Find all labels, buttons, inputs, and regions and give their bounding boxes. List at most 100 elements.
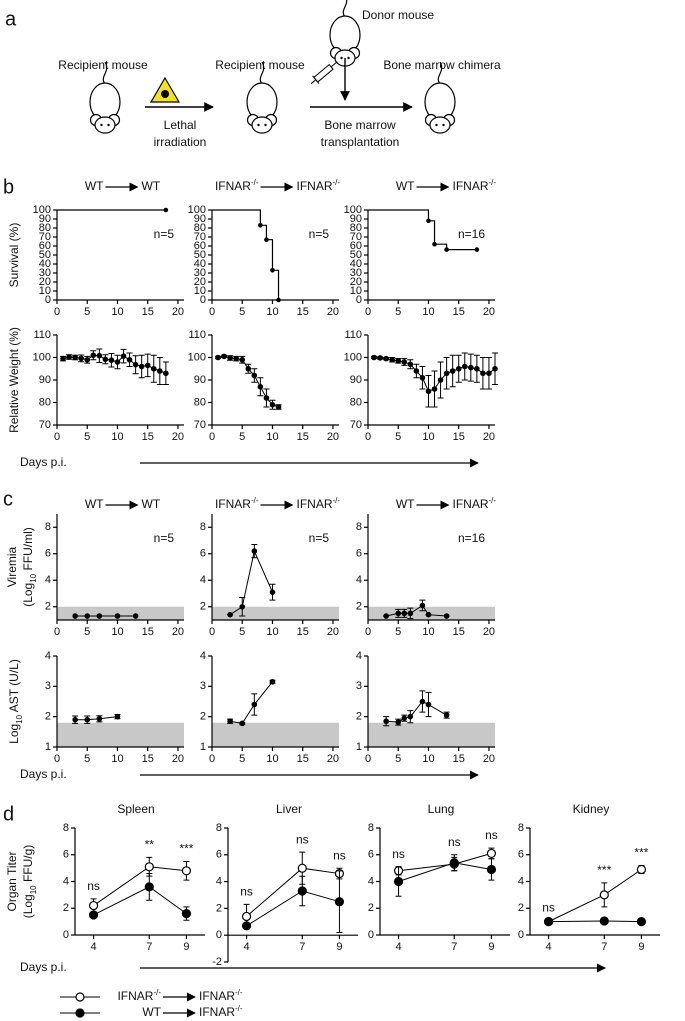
- y-tick-label: 110: [188, 329, 206, 341]
- point: [486, 370, 492, 377]
- point: [258, 223, 263, 228]
- subscript: 10: [29, 573, 38, 582]
- y-tick-label: 2: [356, 601, 362, 613]
- x-tick-label: 5: [239, 431, 245, 443]
- point: [264, 237, 269, 242]
- x-tick-label: 5: [395, 753, 401, 765]
- x-tick-label: 20: [172, 753, 184, 765]
- x-axis-label: Days p.i.: [20, 455, 67, 469]
- point: [455, 365, 462, 372]
- text-part: FFU/g): [21, 845, 35, 886]
- y-tick-label: 1: [45, 741, 51, 753]
- y-tick-label: 0: [216, 929, 222, 941]
- syringe-icon: [310, 61, 338, 84]
- x-tick-label: 9: [638, 941, 644, 953]
- point: [78, 355, 84, 362]
- data-line: [386, 700, 447, 723]
- y-tick-label: 110: [33, 329, 51, 341]
- significance-label: ns: [448, 835, 461, 849]
- x-tick-label: 4: [546, 941, 552, 953]
- y-tick-label: 80: [194, 396, 206, 408]
- diagram: Recipient mouse Lethal irradiation Recip…: [58, 0, 501, 149]
- point: [437, 377, 444, 383]
- x-tick-label: 20: [483, 306, 495, 318]
- data-line: [230, 681, 273, 724]
- annotation: n=5: [309, 531, 330, 545]
- point: [72, 354, 78, 361]
- text-part: WT: [142, 497, 161, 511]
- y-tick-label: 2: [356, 711, 362, 723]
- y-tick-label: 8: [200, 521, 206, 533]
- y-tick-label: 70: [350, 231, 362, 243]
- y-tick-label: 2: [200, 711, 206, 723]
- point: [443, 712, 450, 718]
- data-line: [229, 549, 273, 616]
- y-tick-label: 60: [350, 240, 362, 252]
- y-tick-label: 90: [350, 213, 362, 225]
- chart-title: IFNAR-/-: [297, 178, 341, 194]
- y-tick-label: 4: [45, 650, 51, 662]
- point: [132, 613, 139, 619]
- y-tick-label: 2: [45, 601, 51, 613]
- y-tick-label: 20: [39, 276, 51, 288]
- point: [474, 365, 480, 372]
- y-tick-label: 80: [194, 222, 206, 234]
- mouse-icon: [424, 61, 456, 134]
- y-tick-label: 1: [200, 741, 206, 753]
- y-tick-label: 70: [39, 231, 51, 243]
- point: [227, 355, 233, 361]
- point: [599, 890, 609, 900]
- survival-line: [212, 209, 280, 300]
- chart-title: WT: [142, 179, 161, 193]
- y-tick-label: 6: [368, 849, 374, 861]
- legend-label: WT: [142, 1005, 161, 1019]
- point: [263, 395, 270, 401]
- point: [96, 715, 103, 722]
- point: [221, 353, 227, 360]
- x-tick-label: 20: [483, 626, 495, 638]
- x-tick-label: 20: [327, 431, 339, 443]
- y-tick-label: 2: [63, 902, 69, 914]
- y-axis-label: Log10 AST (U/L): [7, 659, 23, 744]
- point: [269, 401, 276, 408]
- y-axis-label: Organ Titer: [5, 851, 19, 911]
- point: [163, 207, 169, 213]
- y-tick-label: 4: [200, 650, 206, 662]
- y-axis-label: Survival (%): [7, 223, 21, 288]
- point: [126, 356, 133, 363]
- y-tick-label: 6: [45, 548, 51, 560]
- y-tick-label: 100: [344, 204, 362, 216]
- point: [383, 718, 389, 725]
- y-tick-label: 30: [39, 267, 51, 279]
- x-tick-label: 15: [142, 431, 154, 443]
- y-tick-label: 90: [194, 213, 206, 225]
- label: Donor mouse: [362, 8, 434, 22]
- text-part: IFNAR: [453, 179, 489, 193]
- text-part: IFNAR: [453, 497, 489, 511]
- point: [636, 917, 647, 927]
- y-tick-label: 70: [39, 419, 51, 431]
- text-part: IFNAR: [199, 989, 235, 1003]
- point: [636, 864, 647, 875]
- superscript: -/-: [235, 988, 243, 997]
- significance-label: ns: [240, 885, 253, 899]
- x-tick-label: 20: [172, 431, 184, 443]
- panel-label: a: [5, 8, 17, 30]
- x-axis-label: Days p.i.: [20, 960, 67, 974]
- chart-title: Liver: [276, 802, 302, 816]
- x-tick-label: 20: [172, 626, 184, 638]
- y-tick-label: 10: [194, 285, 206, 297]
- annotation: n=5: [154, 227, 175, 241]
- point: [393, 876, 404, 887]
- point: [227, 718, 233, 725]
- point: [108, 357, 115, 364]
- x-tick-label: 10: [422, 306, 434, 318]
- y-tick-label: 70: [350, 419, 362, 431]
- chart-title: IFNAR-/-: [453, 496, 497, 512]
- point: [389, 356, 395, 363]
- point: [334, 897, 345, 907]
- mouse-icon: [329, 0, 361, 67]
- point: [96, 352, 103, 359]
- y-tick-label: 2: [45, 711, 51, 723]
- x-tick-label: 4: [244, 941, 250, 953]
